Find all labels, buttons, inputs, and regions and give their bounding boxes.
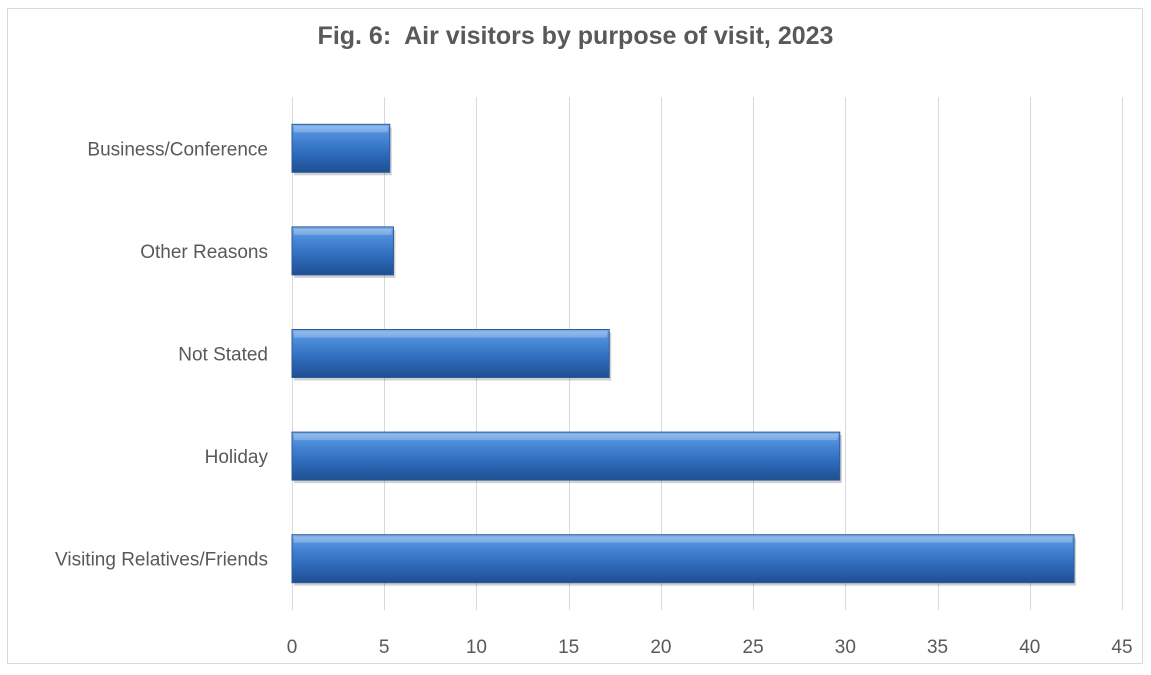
bar-highlight xyxy=(294,536,1073,543)
category-label: Visiting Relatives/Friends xyxy=(55,550,268,571)
x-tick-label: 5 xyxy=(379,637,390,658)
x-tick-label: 20 xyxy=(650,637,671,658)
x-tick-label: 10 xyxy=(466,637,487,658)
bar-highlight xyxy=(294,126,388,133)
x-tick-label: 0 xyxy=(287,637,298,658)
chart-title: Fig. 6: Air visitors by purpose of visit… xyxy=(317,22,834,50)
x-tick-label: 45 xyxy=(1111,637,1132,658)
x-tick-label: 40 xyxy=(1019,637,1040,658)
bars xyxy=(291,123,1077,586)
x-tick-label: 25 xyxy=(743,637,764,658)
bar-highlight xyxy=(294,434,838,441)
x-tick-label: 15 xyxy=(558,637,579,658)
bar xyxy=(291,329,610,378)
bar xyxy=(291,534,1075,584)
category-label: Holiday xyxy=(205,447,269,468)
category-labels: Business/Conference Other Reasons Not Stat… xyxy=(55,139,268,570)
x-tick-label: 35 xyxy=(927,637,948,658)
category-label: Other Reasons xyxy=(140,242,268,263)
x-tick-label: 30 xyxy=(835,637,856,658)
bar-highlight xyxy=(294,228,392,235)
category-label: Not Stated xyxy=(178,345,268,366)
bar xyxy=(291,123,391,173)
bar-highlight xyxy=(294,331,608,338)
x-tick-labels: 0 5 10 15 20 25 30 35 40 45 xyxy=(287,637,1133,658)
bar xyxy=(291,431,841,481)
category-label: Business/Conference xyxy=(87,139,268,160)
bar xyxy=(291,226,394,276)
